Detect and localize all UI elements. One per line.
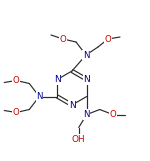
Text: N: N bbox=[69, 100, 75, 109]
Text: O: O bbox=[60, 34, 66, 43]
Text: N: N bbox=[83, 110, 90, 119]
Text: O: O bbox=[13, 108, 20, 117]
Text: O: O bbox=[105, 34, 111, 43]
Text: N: N bbox=[83, 75, 90, 84]
Text: N: N bbox=[36, 92, 43, 101]
Text: O: O bbox=[109, 110, 116, 119]
Text: OH: OH bbox=[72, 135, 85, 144]
Text: N: N bbox=[83, 51, 89, 60]
Text: N: N bbox=[54, 75, 61, 84]
Text: O: O bbox=[13, 76, 20, 85]
